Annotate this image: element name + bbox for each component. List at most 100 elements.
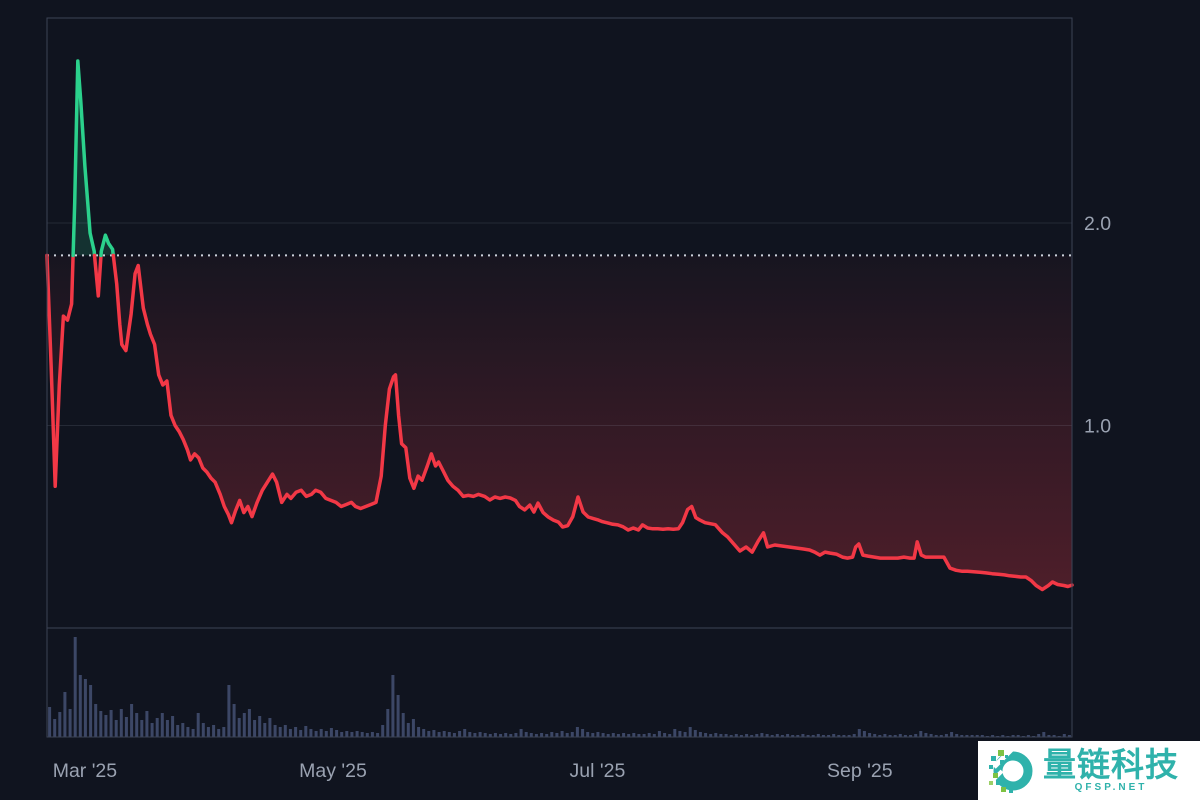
volume-bar bbox=[499, 734, 503, 737]
volume-bar bbox=[1047, 735, 1051, 737]
volume-bar bbox=[698, 732, 702, 737]
volume-bar bbox=[786, 734, 790, 737]
volume-bar bbox=[391, 675, 395, 737]
volume-bar bbox=[832, 734, 836, 737]
volume-bar bbox=[345, 731, 349, 737]
volume-bar bbox=[704, 733, 708, 737]
volume-bar bbox=[770, 735, 774, 737]
volume-bar bbox=[94, 704, 98, 737]
volume-bar bbox=[693, 730, 697, 737]
volume-bar bbox=[329, 728, 333, 737]
volume-bar bbox=[847, 735, 851, 737]
volume-bar bbox=[555, 733, 559, 737]
volume-bar bbox=[201, 723, 205, 737]
volume-bar bbox=[801, 734, 805, 737]
volume-bar bbox=[724, 734, 728, 737]
volume-bar bbox=[852, 734, 856, 737]
volume-bar bbox=[1011, 735, 1015, 737]
volume-bar bbox=[335, 730, 339, 737]
volume-bar bbox=[217, 729, 221, 737]
volume-bar bbox=[1001, 735, 1005, 737]
volume-bar bbox=[934, 735, 938, 737]
x-tick-label: Sep '25 bbox=[827, 760, 893, 782]
volume-bar bbox=[970, 735, 974, 737]
volume-bar bbox=[509, 734, 513, 737]
volume-bar bbox=[242, 713, 246, 737]
price-line-up-segment bbox=[71, 59, 97, 258]
volume-bar bbox=[109, 710, 113, 737]
volume-bar bbox=[673, 729, 677, 737]
volume-bar bbox=[570, 732, 574, 737]
volume-bar bbox=[606, 734, 610, 737]
volume-bar bbox=[68, 709, 72, 737]
volume-bar bbox=[765, 734, 769, 737]
volume-bar bbox=[893, 735, 897, 737]
volume-bar bbox=[529, 733, 533, 737]
volume-bar bbox=[191, 729, 195, 737]
volume-bar bbox=[278, 727, 282, 737]
volume-bar bbox=[888, 735, 892, 737]
volume-bar bbox=[821, 735, 825, 737]
volume-bar bbox=[955, 734, 959, 737]
volume-bar bbox=[463, 729, 467, 737]
volume-bar bbox=[683, 732, 687, 737]
volume-bar bbox=[1052, 735, 1056, 737]
volume-bar bbox=[58, 712, 62, 737]
volume-bar bbox=[155, 718, 159, 737]
volume-bar bbox=[227, 685, 231, 737]
volume-bar bbox=[119, 709, 123, 737]
volume-bar bbox=[729, 735, 733, 737]
volume-bar bbox=[365, 733, 369, 737]
volume-bar bbox=[124, 717, 128, 737]
volume-bar bbox=[160, 713, 164, 737]
volume-bar bbox=[760, 733, 764, 737]
volume-bar bbox=[396, 695, 400, 737]
volume-bar bbox=[48, 707, 52, 737]
volume-bar bbox=[627, 734, 631, 737]
volume-bar bbox=[944, 734, 948, 737]
volume-bar bbox=[483, 733, 487, 737]
volume-bar bbox=[550, 732, 554, 737]
volume-bar bbox=[709, 734, 713, 737]
volume-bar bbox=[288, 729, 292, 737]
volume-bar bbox=[140, 720, 144, 737]
volume-bar bbox=[452, 733, 456, 737]
volume-bar bbox=[657, 731, 661, 737]
volume-bar bbox=[442, 731, 446, 737]
volume-bar bbox=[919, 731, 923, 737]
volume-bar bbox=[581, 729, 585, 737]
volume-bar bbox=[745, 734, 749, 737]
volume-bar bbox=[304, 726, 308, 737]
volume-bar bbox=[780, 735, 784, 737]
volume-bar bbox=[247, 709, 251, 737]
price-line-up-segment bbox=[99, 233, 116, 258]
volume-bar bbox=[432, 730, 436, 737]
volume-bar bbox=[637, 734, 641, 737]
volume-bar bbox=[560, 731, 564, 737]
volume-bar bbox=[668, 734, 672, 737]
volume-bar bbox=[965, 735, 969, 737]
volume-bar bbox=[601, 733, 605, 737]
x-tick-label: Mar '25 bbox=[53, 760, 118, 782]
volume-bar bbox=[114, 720, 118, 737]
volume-bar bbox=[73, 637, 77, 737]
volume-bar bbox=[381, 725, 385, 737]
area-fill-below-baseline bbox=[47, 255, 1072, 590]
volume-bar bbox=[980, 735, 984, 737]
volume-bar bbox=[929, 734, 933, 737]
volume-bar bbox=[212, 725, 216, 737]
volume-bar bbox=[299, 730, 303, 737]
volume-bar bbox=[186, 727, 190, 737]
volume-bar bbox=[309, 729, 313, 737]
watermark: 量链科技 QFSP.NET bbox=[978, 741, 1200, 800]
volume-bar bbox=[796, 735, 800, 737]
volume-bar bbox=[294, 727, 298, 737]
volume-bar bbox=[719, 734, 723, 737]
volume-bar bbox=[857, 729, 861, 737]
volume-bar bbox=[360, 732, 364, 737]
volume-bar bbox=[1016, 735, 1020, 737]
volume-bar bbox=[827, 735, 831, 737]
volume-bar bbox=[376, 733, 380, 737]
volume-bar bbox=[878, 735, 882, 737]
